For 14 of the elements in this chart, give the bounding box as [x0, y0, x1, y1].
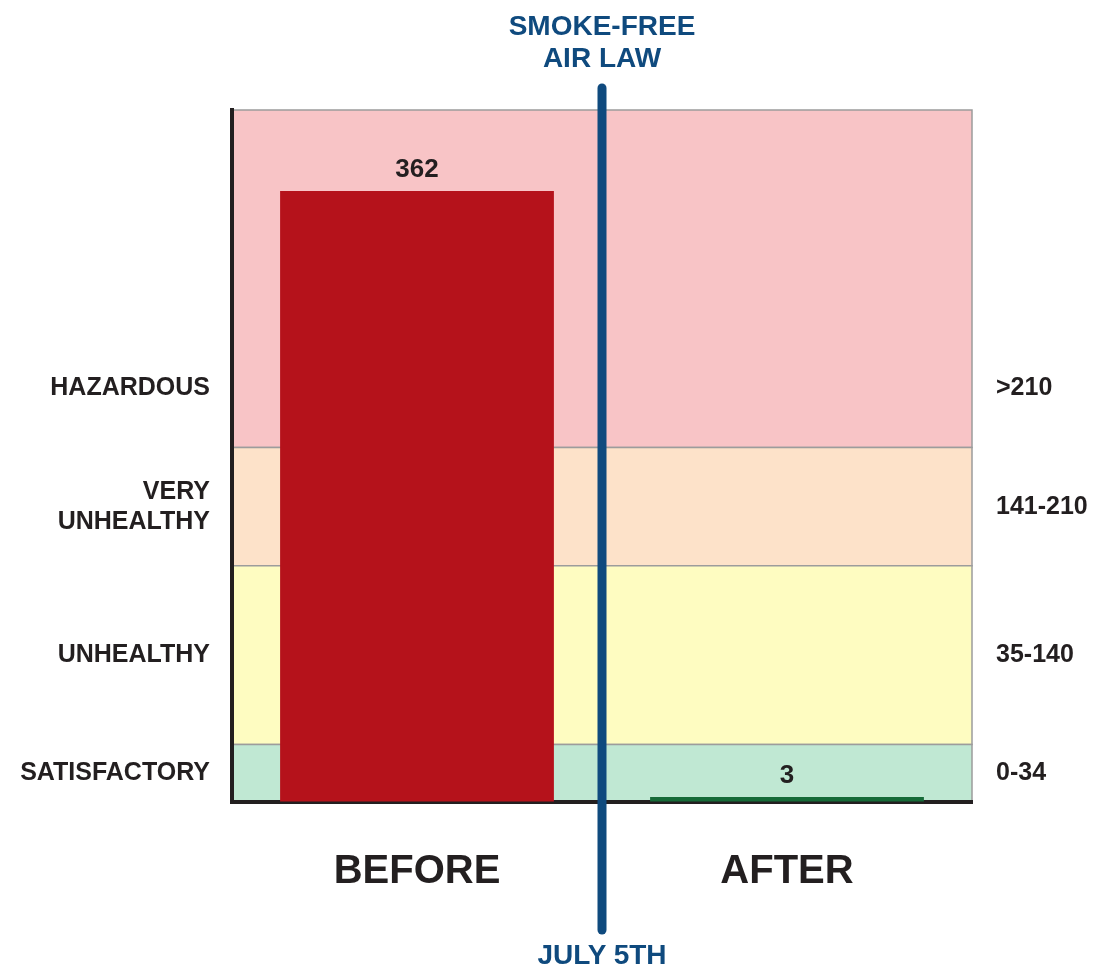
text: SMOKE-FREE AIR LAW: [508, 9, 696, 73]
band-label: VERY UNHEALTHY: [57, 475, 211, 534]
x-tick-label: AFTER: [720, 847, 854, 892]
text: 35-140: [996, 639, 1074, 668]
x-tick-label: BEFORE: [333, 847, 501, 892]
ref-line-label: JULY 5TH: [537, 938, 667, 970]
text: 0-34: [996, 757, 1047, 786]
data-label: 362: [395, 153, 439, 184]
text: >210: [996, 372, 1053, 401]
text: 141-210: [996, 490, 1088, 519]
band-label: SATISFACTORY: [20, 757, 211, 786]
band-label: HAZARDOUS: [50, 372, 210, 401]
data-label: 3: [779, 759, 795, 790]
band-label: UNHEALTHY: [57, 639, 211, 668]
